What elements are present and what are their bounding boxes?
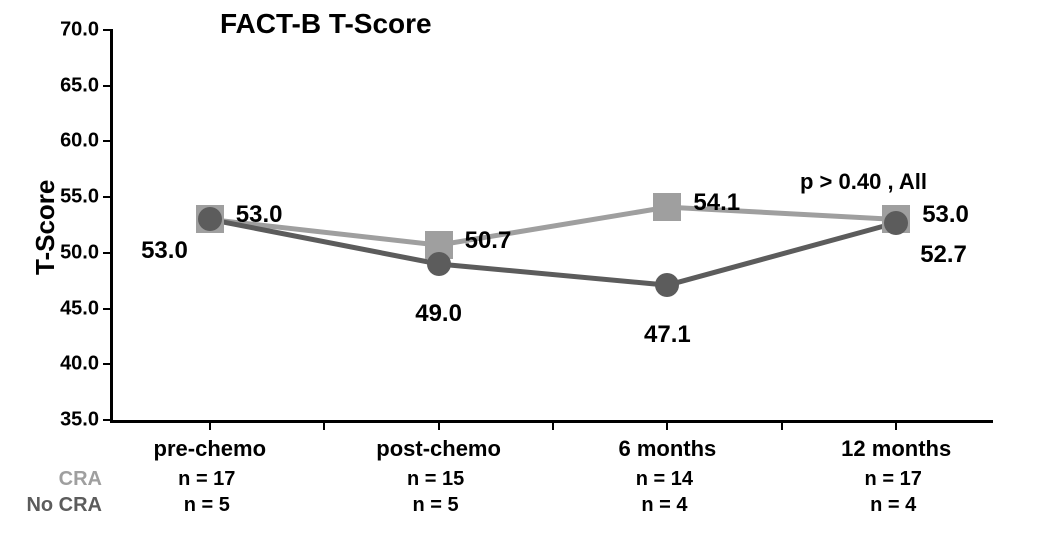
x-tick-label: 6 months (618, 420, 716, 462)
x-separator (552, 420, 554, 430)
chart-container: FACT-B T-Score T-Score 35.040.045.050.05… (0, 0, 1050, 560)
data-label: 52.7 (920, 241, 967, 269)
x-separator (781, 420, 783, 430)
n-value: n = 4 (641, 494, 687, 517)
y-tick-label: 40.0 (60, 353, 113, 376)
x-tick-label: post-chemo (376, 420, 501, 462)
n-row-label: CRA (59, 468, 110, 491)
n-value: n = 14 (636, 468, 693, 491)
data-label: 53.0 (141, 237, 188, 265)
data-label: 54.1 (693, 189, 740, 217)
circle-marker (427, 252, 451, 276)
y-tick-label: 35.0 (60, 409, 113, 432)
circle-marker (198, 207, 222, 231)
y-tick-label: 60.0 (60, 130, 113, 153)
x-tick-label: pre-chemo (154, 420, 266, 462)
n-value: n = 15 (407, 468, 464, 491)
data-label: 53.0 (922, 201, 969, 229)
circle-marker (655, 273, 679, 297)
x-separator (323, 420, 325, 430)
y-tick-label: 65.0 (60, 74, 113, 97)
n-value: n = 4 (870, 494, 916, 517)
p-value-annotation: p > 0.40 , All (800, 169, 927, 195)
y-axis-label: T-Score (30, 180, 61, 275)
plot-area: 35.040.045.050.055.060.065.070.0pre-chem… (110, 30, 993, 423)
n-row-label: No CRA (26, 494, 110, 517)
circle-marker (884, 211, 908, 235)
y-tick-label: 70.0 (60, 19, 113, 42)
data-label: 53.0 (236, 201, 283, 229)
n-value: n = 5 (184, 494, 230, 517)
y-tick-label: 50.0 (60, 241, 113, 264)
y-tick-label: 55.0 (60, 186, 113, 209)
square-marker (653, 193, 681, 221)
y-tick-label: 45.0 (60, 297, 113, 320)
n-value: n = 5 (413, 494, 459, 517)
n-value: n = 17 (178, 468, 235, 491)
data-label: 49.0 (415, 300, 462, 328)
data-label: 50.7 (465, 227, 512, 255)
data-label: 47.1 (644, 321, 691, 349)
n-value: n = 17 (865, 468, 922, 491)
x-tick-label: 12 months (841, 420, 951, 462)
